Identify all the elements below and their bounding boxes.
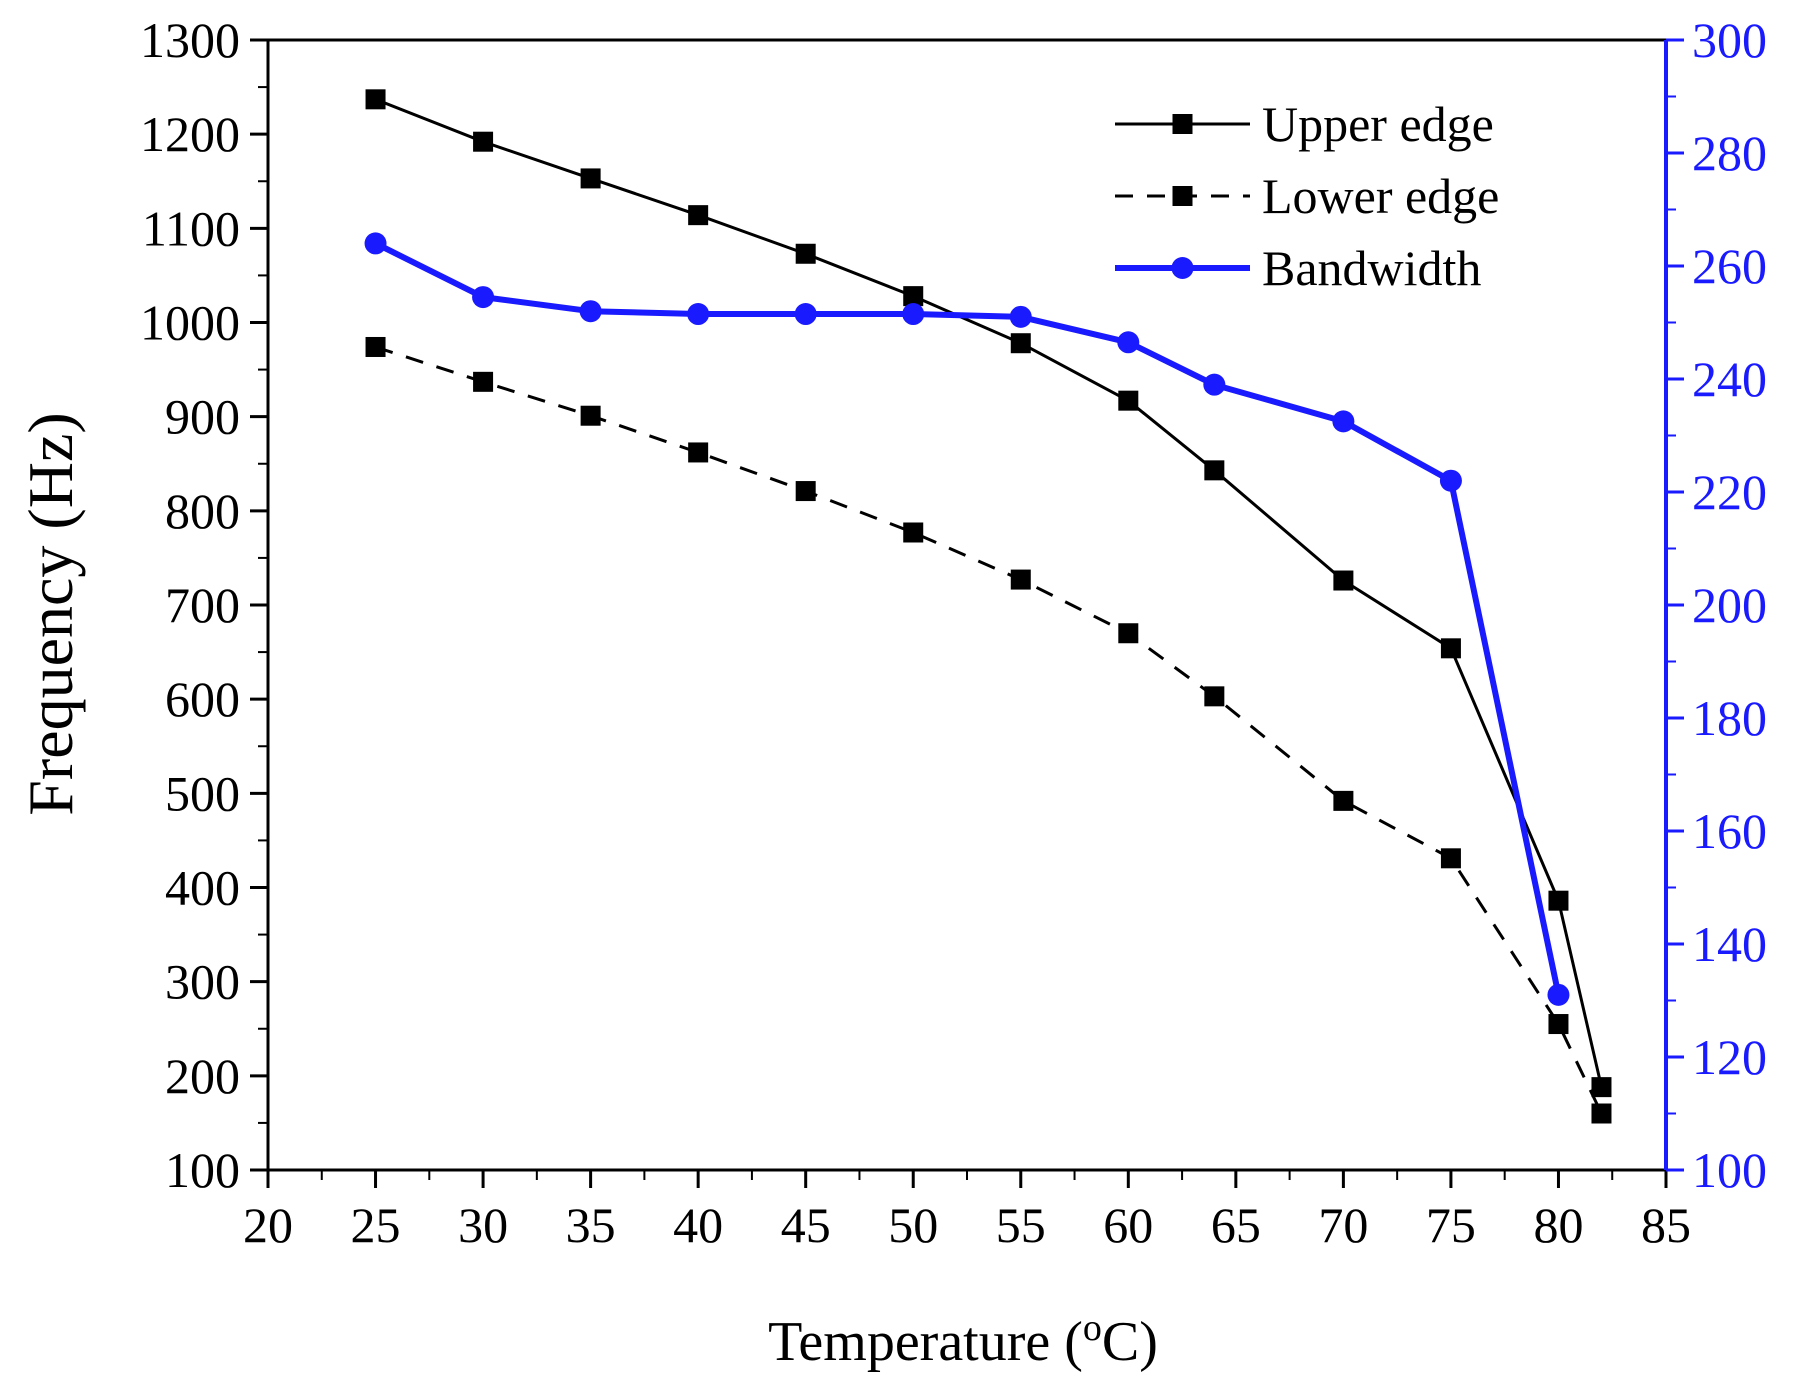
x-tick-label: 40 [673, 1197, 723, 1253]
data-point-circle [1009, 305, 1032, 328]
y-tick-label: 200 [165, 1048, 240, 1104]
y2-tick-label: 120 [1692, 1029, 1767, 1085]
data-point-square [580, 405, 601, 426]
y-tick-label: 900 [165, 389, 240, 445]
data-point-square [903, 522, 924, 543]
y-tick-label: 700 [165, 577, 240, 633]
data-point-square [688, 442, 709, 463]
series-layer [364, 89, 1612, 1124]
y2-tick-label: 280 [1692, 125, 1767, 181]
data-point-circle [364, 232, 387, 255]
data-point-circle [1117, 331, 1140, 354]
y2-tick-label: 160 [1692, 803, 1767, 859]
y-tick-label: 500 [165, 765, 240, 821]
x-tick-label: 35 [566, 1197, 616, 1253]
y2-tick-label: 300 [1692, 12, 1767, 68]
data-point-circle [794, 303, 817, 326]
data-point-square [473, 131, 494, 152]
y-tick-label: 1000 [140, 295, 240, 351]
data-point-circle [579, 300, 602, 323]
legend-marker-circle [1171, 257, 1194, 279]
data-point-square [1204, 686, 1225, 707]
data-point-square [688, 205, 709, 226]
data-point-circle [1547, 983, 1570, 1006]
x-tick-label: 85 [1641, 1197, 1691, 1253]
legend-item: Upper edge [1115, 96, 1494, 152]
y-tick-label: 1300 [140, 12, 240, 68]
y2-tick-label: 180 [1692, 690, 1767, 746]
y-tick-label: 1200 [140, 106, 240, 162]
data-point-square [365, 89, 386, 110]
y-tick-label: 400 [165, 860, 240, 916]
x-tick-label: 30 [458, 1197, 508, 1253]
data-point-square [365, 336, 386, 357]
data-point-circle [1439, 469, 1462, 492]
data-point-circle [902, 303, 925, 326]
x-tick-label: 45 [781, 1197, 831, 1253]
data-point-square [473, 371, 494, 392]
x-tick-label: 55 [996, 1197, 1046, 1253]
x-axis-title-main: Temperature ( [768, 1311, 1083, 1373]
y2-tick-label: 220 [1692, 464, 1767, 520]
data-point-square [903, 286, 924, 307]
x-tick-label: 65 [1211, 1197, 1261, 1253]
y-tick-label: 1100 [142, 200, 240, 256]
y-tick-label: 600 [165, 671, 240, 727]
data-point-square [1591, 1103, 1612, 1124]
data-point-square [1440, 848, 1461, 869]
x-tick-label: 70 [1318, 1197, 1368, 1253]
data-point-square [1010, 569, 1031, 590]
data-point-circle [472, 286, 495, 309]
series-bandwidth [364, 232, 1570, 1006]
y2-tick-label: 200 [1692, 577, 1767, 633]
legend-label: Lower edge [1262, 168, 1499, 224]
legend-marker-square [1172, 186, 1193, 206]
data-point-circle [1203, 373, 1226, 396]
series-line [374, 240, 1562, 996]
legend-marker-square [1172, 114, 1193, 134]
y2-tick-label: 240 [1692, 351, 1767, 407]
legend-item: Bandwidth [1115, 240, 1481, 296]
data-point-square [580, 168, 601, 189]
x-tick-label: 50 [888, 1197, 938, 1253]
data-point-circle [1332, 410, 1355, 433]
y-axis-title: Frequency (Hz) [15, 412, 86, 815]
x-tick-label: 60 [1103, 1197, 1153, 1253]
axis-layer: 20 25 30 35 40 45 50 55 60 65 70 75 80 85100200300400… [140, 12, 1767, 1253]
y2-tick-label: 100 [1692, 1142, 1767, 1198]
data-point-square [1440, 638, 1461, 659]
y-tick-label: 300 [165, 954, 240, 1010]
data-point-square [795, 243, 816, 264]
x-tick-label: 20 [243, 1197, 293, 1253]
y-tick-label: 800 [165, 483, 240, 539]
data-point-square [1118, 623, 1139, 644]
data-point-square [1333, 790, 1354, 811]
x-tick-label: 80 [1533, 1197, 1583, 1253]
y2-tick-label: 260 [1692, 238, 1767, 294]
data-point-square [1204, 460, 1225, 481]
legend: Upper edge Lower edge Bandwidth [1115, 96, 1499, 296]
x-axis-title-superscript: o [1083, 1307, 1102, 1349]
legend-label: Upper edge [1262, 96, 1494, 152]
data-point-square [1010, 333, 1031, 354]
data-point-circle [687, 303, 710, 326]
legend-label: Bandwidth [1262, 240, 1481, 296]
data-point-square [1548, 890, 1569, 911]
data-point-square [1118, 390, 1139, 411]
data-point-square [795, 481, 816, 502]
legend-item: Lower edge [1115, 168, 1499, 224]
x-axis-title-suffix: C) [1102, 1311, 1158, 1373]
series-lower-edge [365, 336, 1612, 1124]
x-tick-label: 75 [1426, 1197, 1476, 1253]
y2-tick-label: 140 [1692, 916, 1767, 972]
x-tick-label: 25 [351, 1197, 401, 1253]
y-tick-label: 100 [165, 1142, 240, 1198]
data-point-square [1548, 1014, 1569, 1035]
data-point-square [1333, 570, 1354, 591]
data-point-square [1591, 1077, 1612, 1098]
x-axis-title: Temperature (oC) [768, 1307, 1158, 1373]
series-upper-edge [365, 89, 1612, 1098]
